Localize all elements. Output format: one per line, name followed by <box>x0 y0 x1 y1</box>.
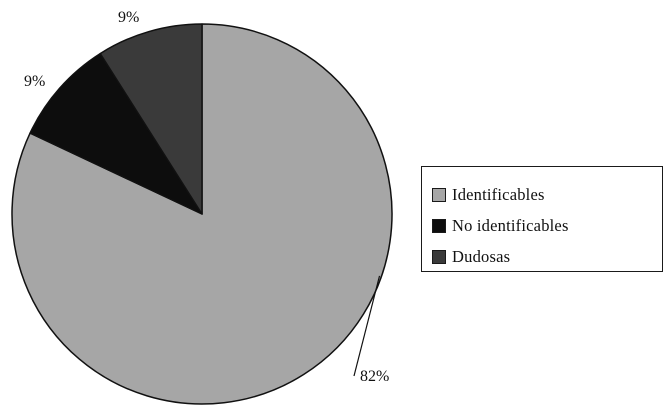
legend-item-identificables: Identificables <box>432 179 662 210</box>
legend-item-no-identificables: No identificables <box>432 210 662 241</box>
pie-slice-dudosas <box>99 23 203 215</box>
pct-label-identificables: 82% <box>360 368 389 385</box>
legend: Identificables No identificables Dudosas <box>421 166 663 272</box>
pct-label-dudosas: 9% <box>118 9 139 26</box>
leader-line <box>353 275 381 377</box>
legend-item-dudosas: Dudosas <box>432 241 662 272</box>
pct-label-no-identificables: 9% <box>24 73 45 90</box>
legend-label-identificables: Identificables <box>452 184 545 204</box>
legend-swatch-dudosas <box>432 249 446 264</box>
legend-swatch-no-identificables <box>432 218 446 233</box>
legend-swatch-identificables <box>432 187 446 202</box>
pie-slice-no-identificables <box>29 52 203 215</box>
legend-label-dudosas: Dudosas <box>452 246 511 266</box>
legend-label-no-identificables: No identificables <box>452 215 569 235</box>
